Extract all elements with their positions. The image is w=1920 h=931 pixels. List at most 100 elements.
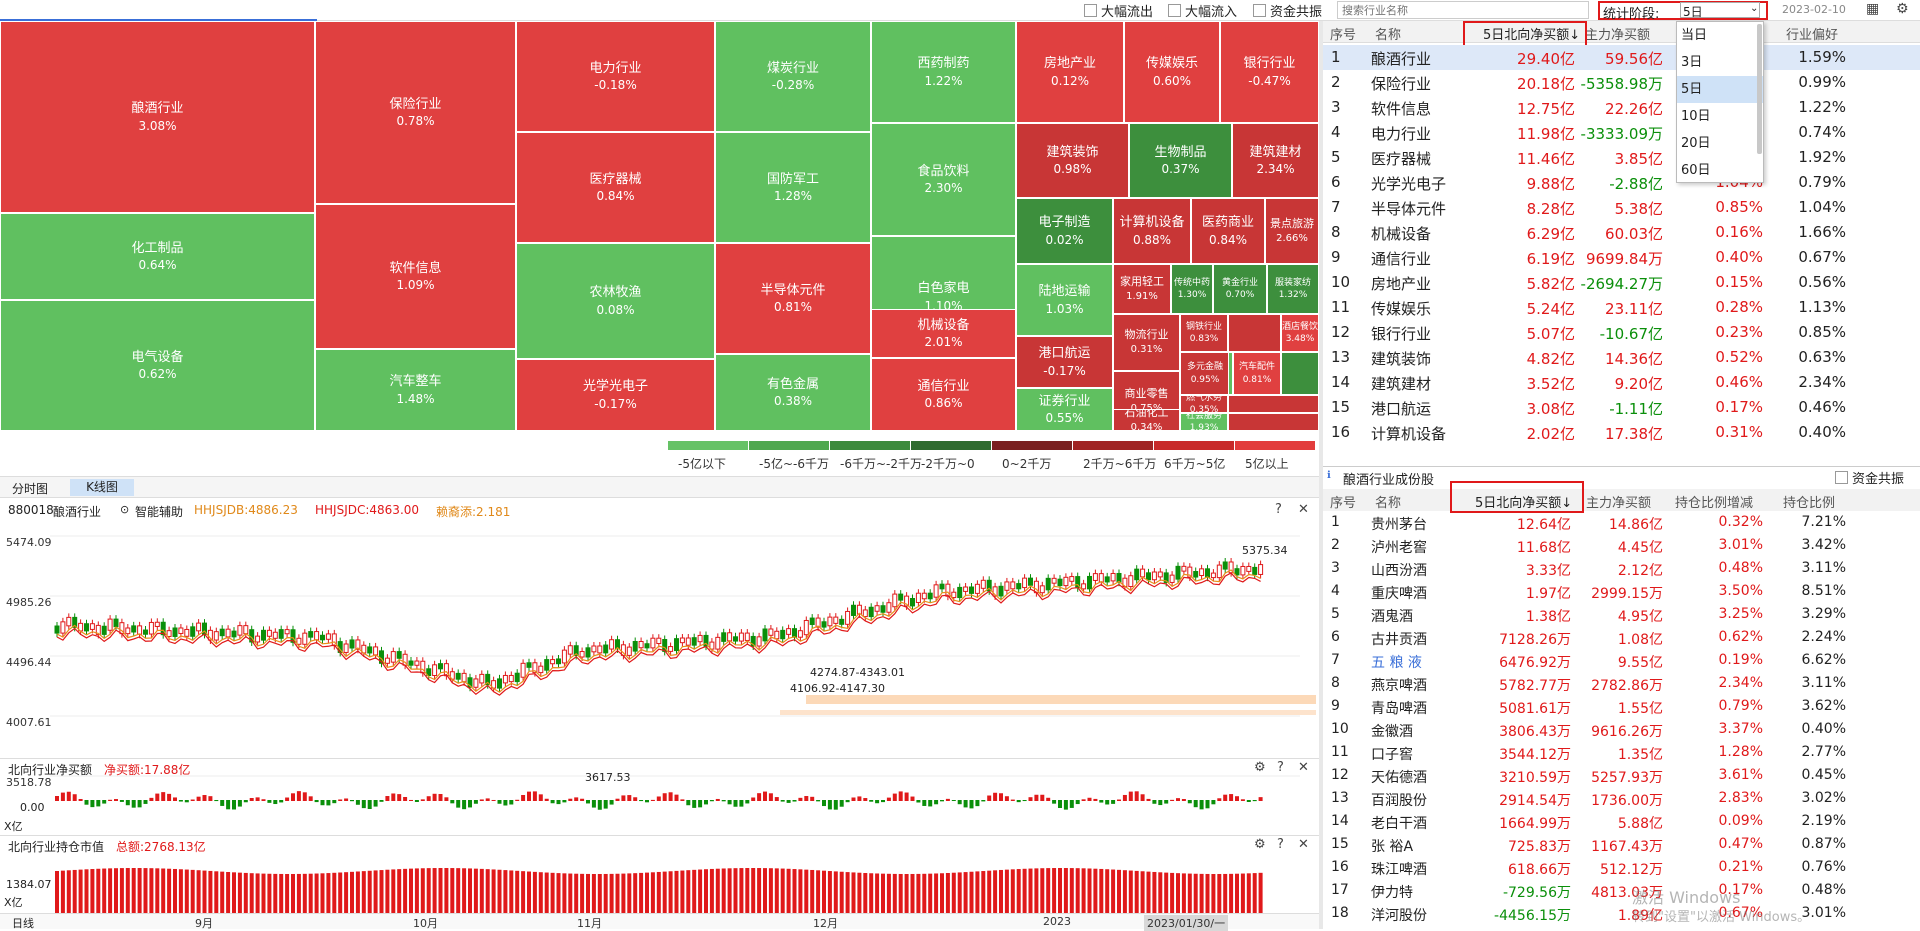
help-icon[interactable]: ? bbox=[1277, 837, 1284, 852]
stock-row[interactable]: 3 山西汾酒 3.33亿 2.12亿 0.48% 3.11% bbox=[1323, 558, 1920, 581]
treemap-tile-10[interactable]: 医疗器械 0.84% bbox=[516, 132, 715, 243]
treemap-tile-21[interactable]: 电子制造 0.02% bbox=[1016, 198, 1113, 264]
treemap-tile-33[interactable]: 物流行业 0.31% bbox=[1113, 314, 1180, 371]
period-option[interactable]: 当日 bbox=[1681, 28, 1708, 43]
treemap-tile-25[interactable]: 家用轻工 1.91% bbox=[1113, 264, 1171, 314]
treemap-tile-26[interactable]: 传统中药 1.30% bbox=[1171, 264, 1213, 314]
checkbox-icon[interactable] bbox=[1835, 471, 1848, 484]
stock-row[interactable]: 1 贵州茅台 12.64亿 14.86亿 0.32% 7.21% bbox=[1323, 512, 1920, 535]
treemap-tile-28[interactable]: 服装家纺 1.32% bbox=[1267, 264, 1319, 314]
stock-row[interactable]: 4 重庆啤酒 1.97亿 2999.15万 3.50% 8.51% bbox=[1323, 581, 1920, 604]
stock-row[interactable]: 12 天佑德酒 3210.59万 5257.93万 3.61% 0.45% bbox=[1323, 765, 1920, 788]
treemap-tile-7[interactable]: 银行行业 -0.47% bbox=[1220, 21, 1319, 123]
table-row[interactable]: 15 港口航运 3.08亿 -1.11亿 0.17% 0.46% bbox=[1323, 395, 1920, 420]
chevron-down-icon[interactable]: ⌄ bbox=[1750, 3, 1759, 14]
treemap-tile-34[interactable]: 钢铁行业 0.83% bbox=[1180, 314, 1228, 352]
treemap-tile-18[interactable]: 农林牧渔 0.08% bbox=[516, 243, 715, 359]
treemap-tile-17[interactable]: 汽车整车 1.48% bbox=[315, 349, 516, 431]
help-icon[interactable]: ? bbox=[1277, 760, 1284, 775]
table-row[interactable]: 12 银行行业 5.07亿 -10.67亿 0.23% 0.85% bbox=[1323, 320, 1920, 345]
stock-row[interactable]: 11 口子窖 3544.12万 1.35亿 1.28% 2.77% bbox=[1323, 742, 1920, 765]
treemap-tile-13[interactable]: 建筑装饰 0.98% bbox=[1016, 123, 1129, 198]
stock-row[interactable]: 5 酒鬼酒 1.38亿 4.95亿 3.25% 3.29% bbox=[1323, 604, 1920, 627]
stock-row[interactable]: 2 泸州老窖 11.68亿 4.45亿 3.01% 3.42% bbox=[1323, 535, 1920, 558]
tab-kline[interactable]: K线图 bbox=[70, 479, 134, 496]
treemap-tile-3[interactable]: 煤炭行业 -0.28% bbox=[715, 21, 871, 132]
period-option[interactable]: 5日 bbox=[1677, 76, 1763, 103]
stock-row[interactable]: 16 珠江啤酒 618.66万 512.12万 0.21% 0.76% bbox=[1323, 857, 1920, 880]
table-row[interactable]: 7 半导体元件 8.28亿 5.38亿 0.85% 1.04% bbox=[1323, 195, 1920, 220]
smart-assist[interactable]: 智能辅助 bbox=[135, 505, 184, 519]
stock-row[interactable]: 7 五 粮 液 6476.92万 9.55亿 0.19% 6.62% bbox=[1323, 650, 1920, 673]
treemap-tile-small[interactable] bbox=[1228, 413, 1319, 431]
stock-resonance-checkbox[interactable]: 资金共振 bbox=[1835, 469, 1904, 487]
filter-resonance[interactable]: 资金共振 bbox=[1253, 2, 1322, 20]
stock-row[interactable]: 9 青岛啤酒 5081.61万 1.55亿 0.79% 3.62% bbox=[1323, 696, 1920, 719]
sort-north-header[interactable]: 5日北向净买额↓ bbox=[1483, 28, 1581, 43]
treemap-tile-small[interactable] bbox=[1281, 352, 1319, 395]
checkbox-icon[interactable] bbox=[1084, 4, 1097, 17]
treemap-tile-22[interactable]: 计算机设备 0.88% bbox=[1113, 198, 1191, 264]
period-option[interactable]: 3日 bbox=[1681, 55, 1703, 70]
stock-row[interactable]: 14 老白干酒 1664.99万 5.88亿 0.09% 2.19% bbox=[1323, 811, 1920, 834]
settings-icon[interactable]: ⚙ bbox=[1896, 1, 1909, 17]
treemap-tile-43[interactable]: 燃气水务 0.35% bbox=[1180, 395, 1228, 413]
treemap-tile-16[interactable]: 电气设备 0.62% bbox=[0, 300, 315, 431]
table-row[interactable]: 1 酿酒行业 29.40亿 59.56亿 1.59% bbox=[1323, 45, 1920, 70]
treemap-tile-19[interactable]: 半导体元件 0.81% bbox=[715, 243, 871, 354]
table-row[interactable]: 10 房地产业 5.82亿 -2694.27万 0.15% 0.56% bbox=[1323, 270, 1920, 295]
treemap-tile-4[interactable]: 西药制药 1.22% bbox=[871, 21, 1016, 123]
calendar-icon[interactable]: ▦ bbox=[1866, 1, 1880, 17]
treemap-tile-small[interactable] bbox=[1228, 352, 1233, 395]
table-row[interactable]: 2 保险行业 20.18亿 -5358.98万 0.99% bbox=[1323, 70, 1920, 95]
treemap-tile-27[interactable]: 黄金行业 0.70% bbox=[1213, 264, 1267, 314]
chevron-down-icon[interactable]: ⊙ bbox=[120, 503, 130, 516]
splitter[interactable] bbox=[1319, 21, 1323, 929]
gear-icon[interactable]: ⚙ bbox=[1254, 837, 1266, 852]
treemap-tile-35[interactable]: 酒店餐饮 3.48% bbox=[1281, 314, 1319, 352]
period-option[interactable]: 10日 bbox=[1681, 109, 1711, 124]
period-option[interactable]: 20日 bbox=[1681, 136, 1711, 151]
treemap-tile-29[interactable]: 光学光电子 -0.17% bbox=[516, 359, 715, 431]
scrollbar[interactable] bbox=[1757, 24, 1762, 154]
help-icon[interactable]: ? bbox=[1275, 502, 1282, 517]
stock-row[interactable]: 8 燕京啤酒 5782.77万 2782.86万 2.34% 3.11% bbox=[1323, 673, 1920, 696]
table-row[interactable]: 5 医疗器械 11.46亿 3.85亿 1.92% bbox=[1323, 145, 1920, 170]
table-row[interactable]: 13 建筑装饰 4.82亿 14.36亿 0.52% 0.63% bbox=[1323, 345, 1920, 370]
treemap-tile-24[interactable]: 景点旅游 2.66% bbox=[1265, 198, 1319, 264]
treemap-tile-39[interactable]: 汽车配件 0.81% bbox=[1233, 352, 1281, 395]
close-icon[interactable]: ✕ bbox=[1298, 502, 1309, 517]
treemap-tile-2[interactable]: 电力行业 -0.18% bbox=[516, 21, 715, 132]
treemap-tile-14[interactable]: 生物制品 0.37% bbox=[1129, 123, 1232, 198]
gear-icon[interactable]: ⚙ bbox=[1254, 760, 1266, 775]
period-option[interactable]: 60日 bbox=[1681, 163, 1711, 178]
checkbox-icon[interactable] bbox=[1168, 4, 1181, 17]
filter-big-inflow[interactable]: 大幅流入 bbox=[1168, 2, 1237, 20]
treemap-tile-36[interactable]: 港口航运 -0.17% bbox=[1016, 336, 1113, 388]
treemap-tile-small[interactable] bbox=[1228, 314, 1281, 352]
treemap-tile-small[interactable] bbox=[1228, 395, 1319, 413]
treemap-tile-6[interactable]: 传媒娱乐 0.60% bbox=[1124, 21, 1220, 123]
stock-row[interactable]: 18 洋河股份 -4456.15万 1.89亿 0.67% 3.01% bbox=[1323, 903, 1920, 926]
filter-big-outflow[interactable]: 大幅流出 bbox=[1084, 2, 1153, 20]
treemap-tile-42[interactable]: 石油化工 0.34% bbox=[1113, 409, 1180, 431]
checkbox-icon[interactable] bbox=[1253, 4, 1266, 17]
search-input[interactable] bbox=[1337, 1, 1589, 19]
treemap-tile-38[interactable]: 多元金融 0.95% bbox=[1180, 352, 1230, 395]
treemap-tile-9[interactable]: 软件信息 1.09% bbox=[315, 204, 516, 349]
treemap-tile-12[interactable]: 食品饮料 2.30% bbox=[871, 123, 1016, 236]
table-row[interactable]: 8 机械设备 6.29亿 60.03亿 0.16% 1.66% bbox=[1323, 220, 1920, 245]
treemap-tile-32[interactable]: 陆地运输 1.03% bbox=[1016, 264, 1113, 336]
close-icon[interactable]: ✕ bbox=[1298, 837, 1309, 852]
table-row[interactable]: 11 传媒娱乐 5.24亿 23.11亿 0.28% 1.13% bbox=[1323, 295, 1920, 320]
treemap-tile-30[interactable]: 有色金属 0.38% bbox=[715, 354, 871, 431]
treemap-tile-40[interactable]: 通信行业 0.86% bbox=[871, 358, 1016, 431]
close-icon[interactable]: ✕ bbox=[1298, 760, 1309, 775]
period-select[interactable]: 统计阶段: 5日 ⌄ bbox=[1598, 1, 1768, 22]
treemap-tile-41[interactable]: 证券行业 0.55% bbox=[1016, 388, 1113, 431]
treemap-tile-11[interactable]: 国防军工 1.28% bbox=[715, 132, 871, 243]
stock-row[interactable]: 6 古井贡酒 7128.26万 1.08亿 0.62% 2.24% bbox=[1323, 627, 1920, 650]
treemap-tile-5[interactable]: 房地产业 0.12% bbox=[1016, 21, 1124, 123]
treemap-tile-23[interactable]: 医药商业 0.84% bbox=[1191, 198, 1265, 264]
